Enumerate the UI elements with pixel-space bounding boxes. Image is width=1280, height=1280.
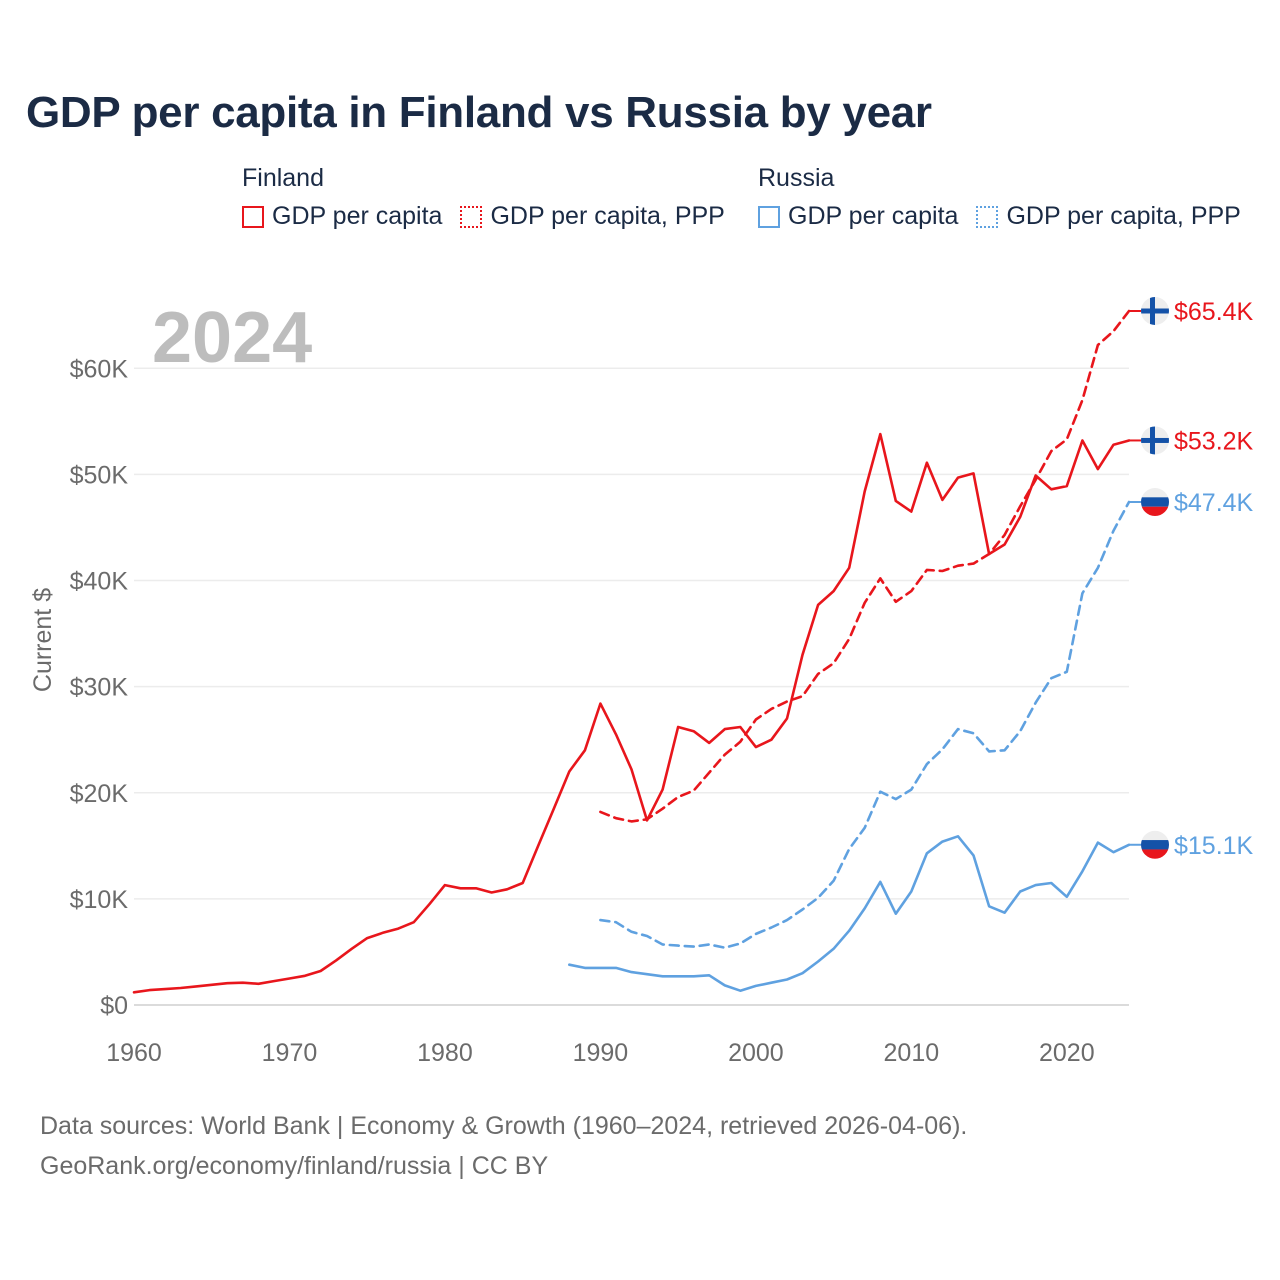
legend-label: GDP per capita <box>788 202 959 230</box>
x-tick-label: 2020 <box>1039 1039 1095 1067</box>
finland-flag-icon <box>1141 426 1169 455</box>
legend-label: GDP per capita, PPP <box>490 202 725 230</box>
series-line-finland <box>132 432 1131 994</box>
year-watermark: 2024 <box>152 298 312 378</box>
y-tick-label: $0 <box>100 992 128 1020</box>
legend-item-russia-gdp[interactable]: GDP per capita <box>758 202 958 231</box>
axis-ticks: $0 $10K $20K $30K $40K $50K $60K 1960 1970 1980 19… <box>70 355 1095 1067</box>
end-value-label: $65.4K <box>1174 298 1254 326</box>
legend-group-russia: Russia GDP per capita GDP per capita, PP… <box>758 160 1259 231</box>
chart-title: GDP per capita in Finland vs Russia by y… <box>26 88 932 137</box>
legend-label: GDP per capita, PPP <box>1006 202 1241 230</box>
legend-label: GDP per capita <box>272 202 443 230</box>
x-tick-label: 1960 <box>106 1039 162 1067</box>
y-tick-label: $60K <box>70 355 129 383</box>
legend-group-finland: Finland GDP per capita GDP per capita, P… <box>242 160 743 231</box>
y-axis-label: Current $ <box>29 588 57 692</box>
attribution-link[interactable]: GeoRank.org/economy/finland/russia | CC … <box>40 1152 549 1180</box>
y-tick-label: $40K <box>70 568 129 596</box>
data-source-note: Data sources: World Bank | Economy & Gro… <box>40 1112 968 1140</box>
series-line-russia <box>568 835 1131 992</box>
series-line-finland-ppp <box>599 309 1131 823</box>
end-markers: $53.2K $65.4K $15.1K $47.4K <box>1129 297 1254 860</box>
gridlines <box>134 367 1129 1006</box>
x-tick-label: 1970 <box>262 1039 318 1067</box>
y-tick-label: $10K <box>70 886 129 914</box>
legend-swatch-solid <box>242 205 264 228</box>
footer: Data sources: World Bank | Economy & Gro… <box>40 1106 967 1186</box>
legend-swatch-dotted <box>976 205 999 228</box>
finland-flag-icon <box>1141 297 1169 325</box>
legend-item-finland-gdp-ppp[interactable]: GDP per capita, PPP <box>460 202 725 231</box>
end-value-label: $47.4K <box>1174 489 1254 517</box>
legend-group-title: Russia <box>758 164 835 192</box>
x-tick-label: 1990 <box>573 1039 629 1067</box>
legend-item-russia-gdp-ppp[interactable]: GDP per capita, PPP <box>976 202 1241 231</box>
line-chart: 2024 Current $ $0 $10K $20K $30K $40K $50K $60… <box>29 297 1254 1067</box>
series-lines <box>132 309 1131 994</box>
end-value-label: $53.2K <box>1174 427 1254 455</box>
legend-swatch-dotted <box>460 205 483 228</box>
x-tick-label: 2000 <box>728 1039 784 1067</box>
series-line-russia-ppp <box>599 500 1131 949</box>
y-tick-label: $50K <box>70 461 129 489</box>
russia-flag-icon <box>1141 830 1169 859</box>
x-tick-label: 1980 <box>417 1039 473 1067</box>
x-tick-label: 2010 <box>884 1039 940 1067</box>
legend-swatch-solid <box>758 205 780 228</box>
y-tick-label: $30K <box>70 674 129 702</box>
legend-group-title: Finland <box>242 164 324 192</box>
y-tick-label: $20K <box>70 780 129 808</box>
russia-flag-icon <box>1141 488 1169 517</box>
end-value-label: $15.1K <box>1174 832 1254 860</box>
legend-item-finland-gdp[interactable]: GDP per capita <box>242 202 442 231</box>
